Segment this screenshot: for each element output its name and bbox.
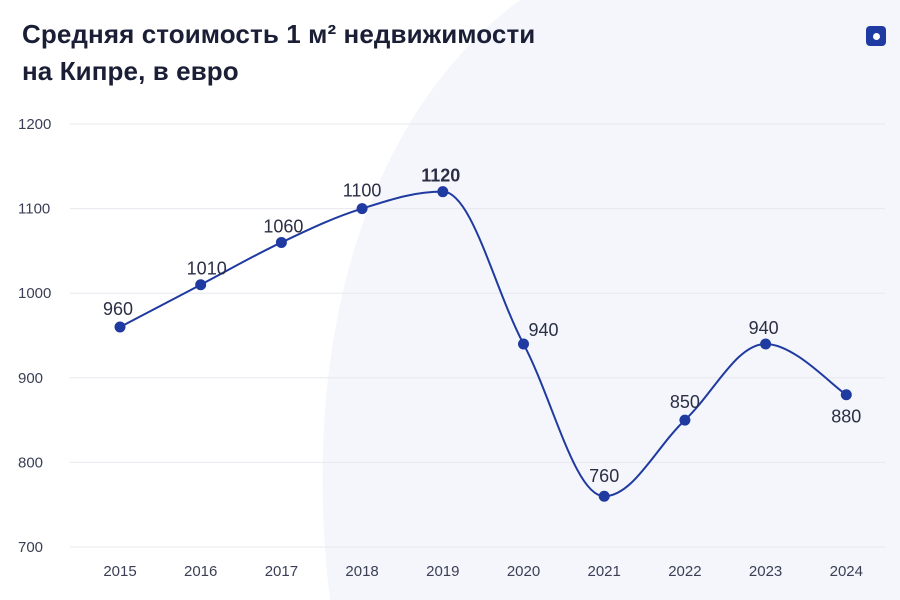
chart-title-line1: Средняя стоимость 1 м² недвижимости: [22, 19, 536, 49]
data-point: [114, 321, 126, 333]
x-tick-label: 2022: [668, 563, 701, 580]
x-tick-label: 2021: [588, 563, 621, 580]
y-tick-label: 1000: [18, 285, 51, 302]
y-tick-label: 700: [18, 539, 43, 556]
data-point: [679, 414, 691, 426]
x-tick-label: 2020: [507, 563, 540, 580]
data-label: 1060: [263, 216, 303, 236]
logo-dot: [872, 32, 880, 40]
data-point: [760, 338, 772, 350]
data-label: 850: [670, 392, 700, 412]
data-label: 1100: [343, 181, 382, 201]
y-tick-label: 1100: [18, 201, 50, 218]
x-tick-label: 2024: [830, 563, 863, 580]
y-tick-label: 800: [18, 454, 43, 471]
x-tick-label: 2019: [426, 563, 459, 580]
series-line: [119, 190, 847, 498]
chart-title-line2: на Кипре, в евро: [22, 56, 239, 86]
x-tick-label: 2015: [103, 563, 136, 580]
data-point: [437, 186, 449, 198]
chart-title: Средняя стоимость 1 м² недвижимости на К…: [22, 16, 535, 90]
x-tick-label: 2023: [749, 563, 782, 580]
y-tick-label: 1200: [18, 116, 51, 133]
data-label: 960: [103, 299, 133, 319]
data-label: 880: [831, 407, 861, 427]
x-tick-label: 2018: [345, 563, 378, 580]
data-point: [518, 338, 529, 350]
data-label: 1010: [187, 259, 227, 279]
data-point: [840, 389, 852, 401]
y-tick-label: 900: [18, 370, 43, 387]
data-label: 940: [528, 320, 558, 340]
data-point: [195, 279, 207, 291]
x-tick-label: 2017: [265, 563, 298, 580]
x-tick-label: 2016: [184, 563, 217, 580]
data-label: 1120: [421, 166, 460, 186]
data-point: [598, 490, 610, 502]
square-dot-logo-icon: [866, 26, 886, 46]
data-point: [356, 203, 368, 215]
data-label: 760: [589, 466, 619, 486]
data-label: 940: [749, 318, 779, 338]
data-point: [275, 236, 287, 248]
